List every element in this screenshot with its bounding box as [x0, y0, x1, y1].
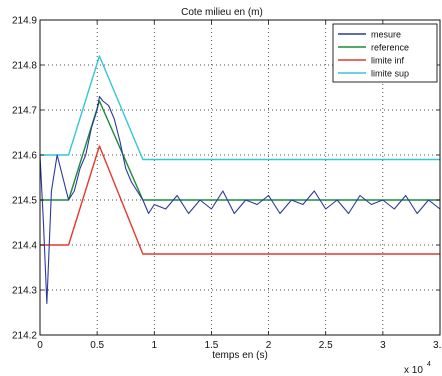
legend: mesure reference limite inf limite sup: [332, 23, 438, 83]
y-tick-label: 214.7: [12, 106, 37, 117]
x-tick-label: 2.5: [319, 340, 333, 351]
x-tick-label: 1.5: [204, 340, 218, 351]
y-tick-label: 214.5: [12, 196, 37, 207]
plot-frame: [39, 19, 441, 336]
y-tick-label: 214.8: [12, 61, 37, 72]
series-line-reference: [40, 100, 440, 201]
x-tick-label: 0.5: [90, 340, 104, 351]
x-multiplier-exponent: 4: [427, 361, 431, 368]
legend-label: reference: [371, 43, 409, 53]
x-multiplier: x 10 4: [404, 361, 431, 376]
series-group: [39, 55, 441, 305]
series-line-limite-sup: [40, 55, 440, 161]
x-axis-label: temps en (s): [212, 350, 268, 361]
x-tick-label: 3: [380, 340, 386, 351]
y-tick-label: 214.3: [12, 286, 37, 297]
legend-label: limite inf: [371, 56, 405, 66]
series-line-limite-inf: [40, 145, 440, 255]
x-tick-label: 2: [266, 340, 272, 351]
legend-label: limite sup: [371, 69, 409, 79]
chart-title: Cote milieu en (m): [181, 7, 263, 18]
y-tick-label: 214.2: [12, 331, 37, 342]
x-tick-label: 3.5: [433, 340, 442, 351]
x-tick-label: 0: [37, 340, 43, 351]
legend-label: mesure: [371, 30, 401, 40]
x-tick-label: 1: [152, 340, 158, 351]
series-line-mesure: [39, 95, 441, 305]
y-tick-label: 214.4: [12, 241, 37, 252]
axis-ticks: 0 0.5 1 1.5 2 2.5 3 3.5 214.2 214.3 214.4 214.5 214.…: [12, 16, 442, 352]
y-tick-label: 214.9: [12, 16, 37, 27]
x-multiplier-base: x 10: [404, 365, 423, 376]
y-tick-label: 214.6: [12, 151, 37, 162]
